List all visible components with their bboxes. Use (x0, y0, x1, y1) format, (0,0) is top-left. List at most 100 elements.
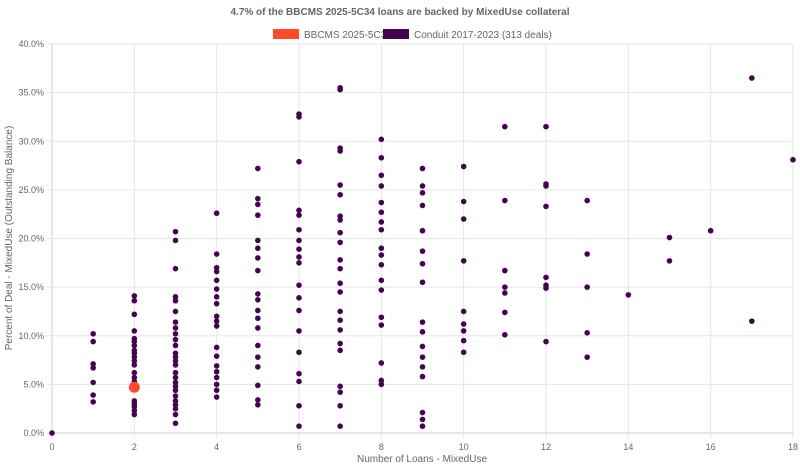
conduit-point (296, 246, 302, 252)
conduit-point (131, 342, 138, 349)
conduit-point (255, 245, 261, 252)
conduit-point (172, 294, 179, 300)
conduit-point (337, 265, 343, 272)
conduit-point (419, 343, 426, 350)
conduit-point (131, 358, 138, 364)
conduit-point (378, 360, 385, 366)
conduit-point (172, 405, 179, 412)
conduit-point (337, 182, 343, 188)
conduit-point (378, 245, 385, 252)
conduit-point (255, 342, 261, 349)
legend-label-conduit: Conduit 2017-2023 (313 deals) (414, 30, 552, 41)
conduit-point (255, 401, 261, 408)
conduit-point (213, 318, 220, 324)
conduit-point (90, 379, 96, 386)
conduit-point (172, 362, 179, 368)
conduit-point (337, 213, 343, 219)
conduit-point (213, 277, 220, 284)
conduit-point (378, 199, 385, 206)
conduit-point (460, 216, 467, 222)
legend-swatch-conduit (383, 29, 409, 39)
conduit-point (419, 165, 426, 172)
conduit-point (419, 373, 426, 380)
conduit-point (460, 328, 467, 334)
conduit-point (255, 382, 261, 389)
conduit-point (296, 370, 302, 377)
conduit-point (255, 364, 261, 370)
conduit-point (296, 114, 302, 120)
conduit-point (255, 267, 261, 274)
conduit-point (213, 286, 220, 292)
conduit-point (296, 423, 302, 429)
conduit-point (460, 349, 467, 356)
y-tick-label: 40.0% (18, 39, 44, 49)
conduit-point (337, 340, 343, 347)
conduit-point (419, 183, 426, 189)
conduit-point (172, 350, 179, 357)
y-tick-label: 25.0% (18, 185, 44, 195)
y-axis-label: Percent of Deal - MixedUse (Outstanding … (4, 126, 15, 351)
conduit-point (502, 123, 508, 130)
conduit-point (378, 381, 385, 388)
conduit-point (131, 311, 138, 318)
conduit-point (172, 379, 179, 386)
x-tick-label: 18 (788, 442, 798, 452)
x-tick-label: 8 (379, 442, 384, 452)
conduit-point (213, 353, 220, 359)
conduit-point (296, 307, 302, 314)
conduit-point (749, 318, 755, 324)
conduit-point (419, 279, 426, 286)
conduit-point (49, 430, 55, 436)
conduit-point (255, 291, 261, 297)
x-tick-label: 12 (541, 442, 551, 452)
conduit-point (584, 251, 590, 257)
conduit-point (172, 354, 179, 360)
conduit-point (90, 338, 96, 345)
conduit-point (255, 307, 261, 314)
conduit-point (90, 361, 96, 367)
legend-swatch-bbcms (273, 29, 299, 39)
conduit-point (131, 297, 138, 304)
conduit-point (296, 402, 302, 409)
conduit-point (337, 191, 343, 198)
legend: BBCMS 2025-5C34 Conduit 2017-2023 (313 d… (273, 29, 552, 41)
bbcms-point (128, 381, 140, 393)
conduit-point (172, 374, 179, 381)
conduit-point (296, 226, 302, 233)
conduit-point (543, 203, 549, 210)
conduit-point (213, 313, 220, 320)
conduit-point (419, 416, 426, 423)
conduit-point (255, 237, 261, 244)
conduit-point (337, 257, 343, 263)
conduit-point (419, 319, 426, 325)
conduit-point (172, 319, 179, 325)
x-tick-label: 10 (459, 442, 469, 452)
conduit-point (378, 277, 385, 284)
conduit-point (90, 331, 96, 337)
conduit-point (90, 392, 96, 398)
conduit-point (213, 268, 220, 275)
conduit-point (337, 327, 343, 333)
conduit-point (378, 136, 385, 143)
conduit-point (378, 226, 385, 233)
conduit-point (172, 331, 179, 337)
conduit-point (419, 329, 426, 335)
conduit-point (213, 344, 220, 351)
y-tick-label: 5.0% (23, 379, 44, 389)
conduit-point (90, 399, 96, 405)
y-tick-label: 35.0% (18, 88, 44, 98)
conduit-point (378, 154, 385, 161)
conduit-point (172, 265, 179, 272)
conduit-point (625, 292, 632, 298)
conduit-point (502, 331, 508, 338)
conduit-point (172, 325, 179, 331)
conduit-point (502, 197, 508, 204)
conduit-point (460, 337, 467, 344)
conduit-point (584, 197, 590, 204)
conduit-point (213, 387, 220, 394)
conduit-point (172, 383, 179, 390)
conduit-point (419, 202, 426, 209)
chart-title: 4.7% of the BBCMS 2025-5C34 loans are ba… (230, 7, 569, 18)
conduit-point (378, 322, 385, 328)
